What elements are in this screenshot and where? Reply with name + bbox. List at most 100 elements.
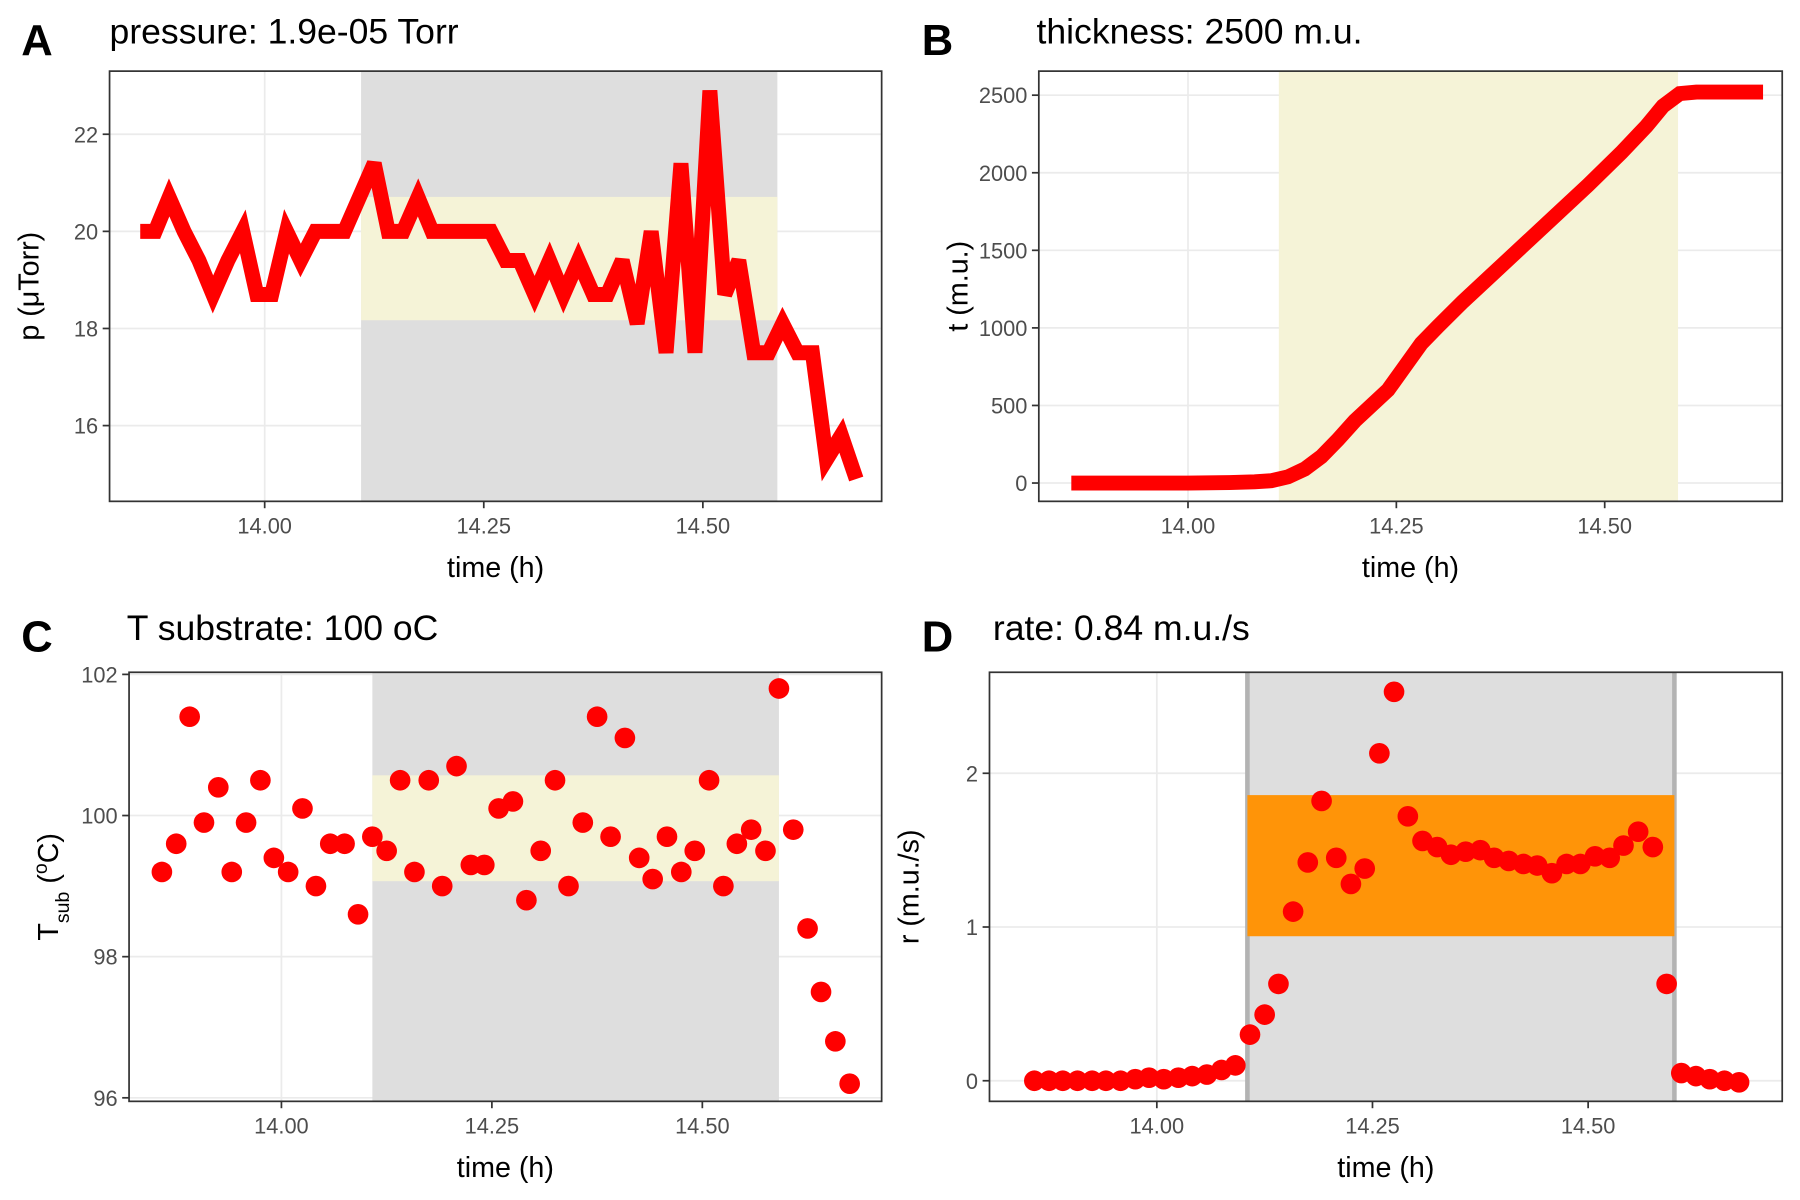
data-point (1541, 862, 1563, 884)
x-axis-title: time (h) (1362, 552, 1459, 584)
panel-label: A (21, 17, 52, 65)
data-point (726, 833, 748, 855)
data-point (1052, 1070, 1074, 1092)
data-point (502, 791, 524, 812)
data-point (305, 875, 327, 897)
data-point (165, 833, 187, 855)
x-tick-label: 14.25 (1369, 513, 1424, 538)
data-point (473, 854, 495, 876)
data-point (600, 826, 621, 848)
data-point (404, 861, 425, 883)
data-point (207, 776, 229, 798)
data-point (642, 868, 663, 890)
data-point (1642, 836, 1664, 858)
data-point (558, 875, 579, 897)
x-tick-label: 14.50 (1577, 513, 1632, 538)
data-point (193, 812, 215, 833)
data-point (179, 706, 200, 728)
x-tick-label: 14.25 (457, 513, 512, 538)
data-point (614, 727, 636, 749)
data-point (544, 769, 566, 791)
data-point (1383, 681, 1405, 703)
y-axis-title-part: p (μTorr) (13, 232, 45, 341)
data-point (628, 847, 650, 869)
data-point (376, 840, 397, 862)
x-tick-label: 14.25 (465, 1113, 520, 1138)
y-axis-title-part: r (m.u./s) (893, 829, 925, 944)
y-tick-label: 1000 (979, 316, 1027, 341)
data-point (1239, 1024, 1261, 1045)
x-tick-label: 14.25 (1345, 1113, 1400, 1138)
x-tick-label: 14.50 (1561, 1113, 1616, 1138)
data-point (1599, 847, 1621, 869)
y-axis-title: p (μTorr) (13, 232, 45, 341)
panel-label: D (922, 614, 953, 662)
data-point (319, 833, 341, 855)
data-point (334, 833, 355, 855)
y-tick-label: 0 (1015, 471, 1027, 496)
y-axis-title-part: t (m.u.) (943, 241, 975, 332)
data-point (1656, 973, 1677, 995)
chart-title: pressure: 1.9e-05 Torr (110, 12, 459, 52)
data-point (1297, 852, 1319, 873)
data-line (140, 90, 864, 482)
y-tick-label: 100 (81, 804, 117, 829)
data-point (810, 981, 832, 1003)
data-point (1397, 805, 1419, 827)
data-point (684, 840, 706, 862)
data-point (797, 918, 818, 939)
y-tick-label: 20 (74, 219, 98, 244)
panel: C T substrate: 100 oC 14.00 14.25 14.50 96 98 1… (21, 608, 883, 1184)
data-point (389, 769, 411, 791)
data-point (825, 1031, 846, 1052)
plot-border (128, 671, 883, 1103)
y-tick-label: 500 (991, 393, 1027, 418)
y-axis-title-part: sub (52, 892, 74, 924)
x-tick-label: 14.50 (675, 1113, 730, 1138)
data-point (713, 875, 734, 897)
data-point (418, 769, 440, 791)
data-point (446, 755, 467, 777)
data-point (740, 819, 762, 840)
data-point (151, 861, 173, 883)
data-point (1613, 835, 1634, 856)
data-point (782, 819, 804, 840)
x-tick-label: 14.00 (1130, 1113, 1185, 1138)
data-point (1354, 858, 1376, 879)
x-axis-title: time (h) (447, 552, 544, 584)
panel-label: C (21, 614, 52, 662)
chart-title: rate: 0.84 m.u./s (993, 608, 1250, 648)
data-point (1325, 847, 1347, 869)
x-axis-title: time (h) (1337, 1152, 1434, 1184)
data-point (768, 678, 790, 699)
plot-border (1037, 70, 1784, 503)
data-line (1071, 84, 1764, 491)
data-point (586, 706, 608, 728)
x-tick-label: 14.00 (254, 1113, 309, 1138)
data-point (1282, 901, 1304, 922)
data-point (572, 812, 594, 833)
y-tick-label: 2000 (979, 161, 1027, 186)
plot-border (988, 671, 1784, 1103)
data-point (431, 875, 453, 897)
y-axis-title: Tsub (oC) (30, 833, 74, 941)
y-tick-label: 98 (93, 945, 117, 970)
data-point (656, 826, 678, 848)
data-point (347, 904, 369, 925)
x-tick-label: 14.00 (237, 513, 292, 538)
data-point (1268, 973, 1289, 995)
data-point (235, 812, 257, 833)
y-tick-label: 96 (93, 1086, 117, 1111)
panel-label: B (922, 17, 953, 65)
data-point (1369, 742, 1390, 764)
data-point (1095, 1070, 1117, 1092)
data-point (839, 1073, 860, 1095)
data-point (221, 861, 243, 883)
x-axis-title: time (h) (457, 1152, 554, 1184)
plot-border (108, 70, 883, 503)
y-axis-title-part: ( (33, 874, 65, 892)
data-point (250, 769, 271, 791)
data-point (1340, 873, 1362, 895)
